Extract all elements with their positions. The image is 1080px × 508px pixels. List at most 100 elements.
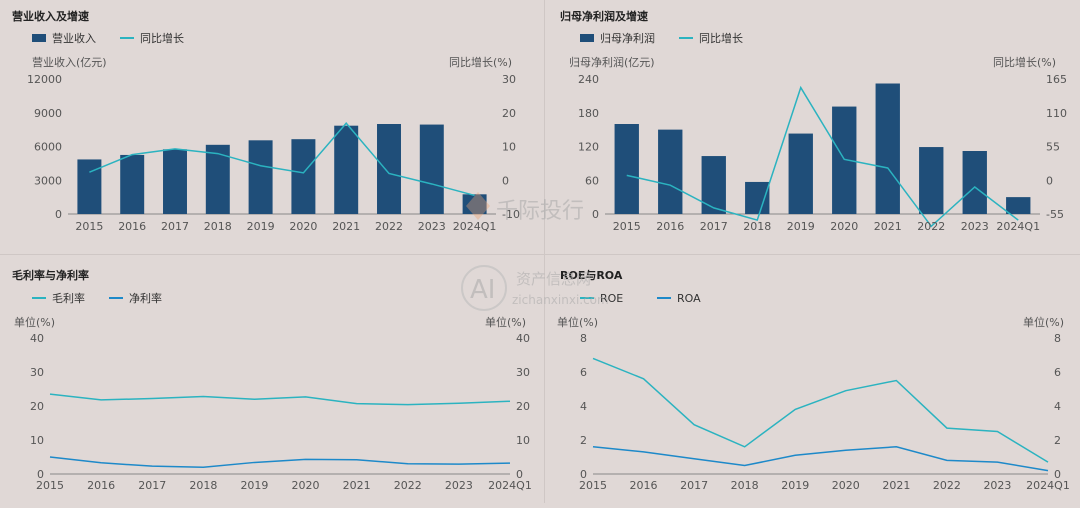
y-tick-left: 240 — [578, 73, 599, 86]
series-line — [49, 456, 511, 468]
x-tick-label: 2022 — [917, 220, 945, 233]
y-axis-label-left: 单位(%) — [557, 315, 598, 329]
y-tick-right: 4 — [1054, 400, 1061, 413]
bar — [334, 125, 359, 214]
chart-title: 营业收入及增速 — [12, 9, 89, 23]
series-line — [49, 393, 511, 406]
x-tick-label: 2020 — [289, 220, 317, 233]
y-tick-right: 0 — [1046, 174, 1053, 187]
x-tick-label: 2015 — [613, 220, 641, 233]
legend-label: 营业收入 — [52, 31, 96, 45]
y-tick-right: 0 — [502, 174, 509, 187]
y-axis-label-left: 单位(%) — [14, 315, 55, 329]
bar — [248, 140, 273, 214]
legend-label: 归母净利润 — [600, 31, 655, 45]
y-tick-right: 2 — [1054, 434, 1061, 447]
series-line — [626, 85, 1019, 228]
chart-roe-roa: ROE与ROA ROE ROA 单位(%) 单位(%) 0 2 4 6 8 0 2 4 6 8 2015 201… — [548, 257, 1080, 508]
horizontal-divider — [0, 254, 1080, 255]
bar — [875, 83, 900, 214]
x-tick-label: 2020 — [830, 220, 858, 233]
y-tick-right: 8 — [1054, 332, 1061, 345]
chart-net-profit: 归母净利润及增速 归母净利润 同比增长 归母净利润(亿元) 同比增长(%) 0 60 120 1… — [548, 0, 1080, 251]
y-tick-right: -55 — [1046, 208, 1064, 221]
y-tick-left: 120 — [578, 141, 599, 154]
x-tick-label: 2015 — [579, 479, 607, 492]
legend-label: 同比增长 — [699, 31, 743, 45]
x-tick-label: 2016 — [87, 479, 115, 492]
y-tick-left: 8 — [580, 332, 587, 345]
y-axis-label-right: 同比增长(%) — [449, 55, 512, 69]
x-tick-label: 2023 — [961, 220, 989, 233]
x-tick-label: 2017 — [700, 220, 728, 233]
y-tick-left: 9000 — [34, 107, 62, 120]
x-tick-label: 2022 — [933, 479, 961, 492]
y-tick-right: 30 — [502, 73, 516, 86]
y-tick-left: 180 — [578, 107, 599, 120]
x-tick-label: 2018 — [743, 220, 771, 233]
x-tick-label: 2016 — [118, 220, 146, 233]
y-tick-left: 0 — [592, 208, 599, 221]
y-tick-left: 6 — [580, 366, 587, 379]
y-tick-left: 60 — [585, 174, 599, 187]
x-tick-label: 2021 — [882, 479, 910, 492]
x-tick-label: 2022 — [375, 220, 403, 233]
y-tick-right: 6 — [1054, 366, 1061, 379]
y-tick-left: 2 — [580, 434, 587, 447]
x-tick-label: 2024Q1 — [996, 220, 1040, 233]
y-tick-right: 0 — [516, 468, 523, 481]
legend-label: ROE — [600, 292, 623, 305]
chart-title: 毛利率与净利率 — [12, 268, 89, 282]
series-line — [592, 446, 1049, 472]
bar — [120, 154, 145, 214]
series-line — [592, 357, 1049, 463]
x-tick-label: 2024Q1 — [488, 479, 532, 492]
bar — [614, 124, 639, 214]
chart-title: ROE与ROA — [560, 269, 623, 282]
x-tick-label: 2023 — [445, 479, 473, 492]
x-tick-label: 2019 — [247, 220, 275, 233]
vertical-divider — [544, 0, 545, 503]
series-line — [89, 122, 475, 197]
x-tick-label: 2020 — [832, 479, 860, 492]
bar — [919, 147, 944, 214]
y-tick-left: 3000 — [34, 174, 62, 187]
x-tick-label: 2018 — [731, 479, 759, 492]
x-tick-label: 2024Q1 — [1026, 479, 1070, 492]
bar — [788, 133, 813, 214]
y-tick-left: 10 — [30, 434, 44, 447]
bar — [962, 151, 987, 214]
y-tick-right: 40 — [516, 332, 530, 345]
y-tick-right: 20 — [516, 400, 530, 413]
y-tick-right: 55 — [1046, 141, 1060, 154]
y-tick-left: 12000 — [27, 73, 62, 86]
chart-revenue: 营业收入及增速 营业收入 同比增长 营业收入(亿元) 同比增长(%) 0 3000 6000 9… — [0, 0, 540, 251]
x-tick-label: 2015 — [75, 220, 103, 233]
y-tick-right: 10 — [502, 141, 516, 154]
x-tick-label: 2018 — [204, 220, 232, 233]
y-axis-label-right: 同比增长(%) — [993, 55, 1056, 69]
bar — [832, 106, 857, 214]
legend-label: ROA — [677, 292, 701, 305]
bar — [462, 194, 487, 214]
x-tick-label: 2020 — [292, 479, 320, 492]
chart-margins: 毛利率与净利率 毛利率 净利率 单位(%) 单位(%) 0 10 20 30 40 0 10 20 30 4… — [0, 257, 540, 508]
legend-label: 同比增长 — [140, 31, 184, 45]
y-tick-left: 0 — [55, 208, 62, 221]
chart-title: 归母净利润及增速 — [560, 9, 648, 23]
bar — [701, 156, 726, 214]
x-tick-label: 2021 — [874, 220, 902, 233]
legend-label: 净利率 — [129, 291, 162, 305]
x-tick-label: 2017 — [138, 479, 166, 492]
y-tick-left: 30 — [30, 366, 44, 379]
bar — [745, 181, 770, 214]
x-tick-label: 2019 — [781, 479, 809, 492]
x-tick-label: 2021 — [332, 220, 360, 233]
y-tick-right: 165 — [1046, 73, 1067, 86]
legend-label: 毛利率 — [52, 291, 85, 305]
y-axis-label-right: 单位(%) — [1023, 315, 1064, 329]
y-tick-right: 10 — [516, 434, 530, 447]
bar — [291, 139, 316, 214]
